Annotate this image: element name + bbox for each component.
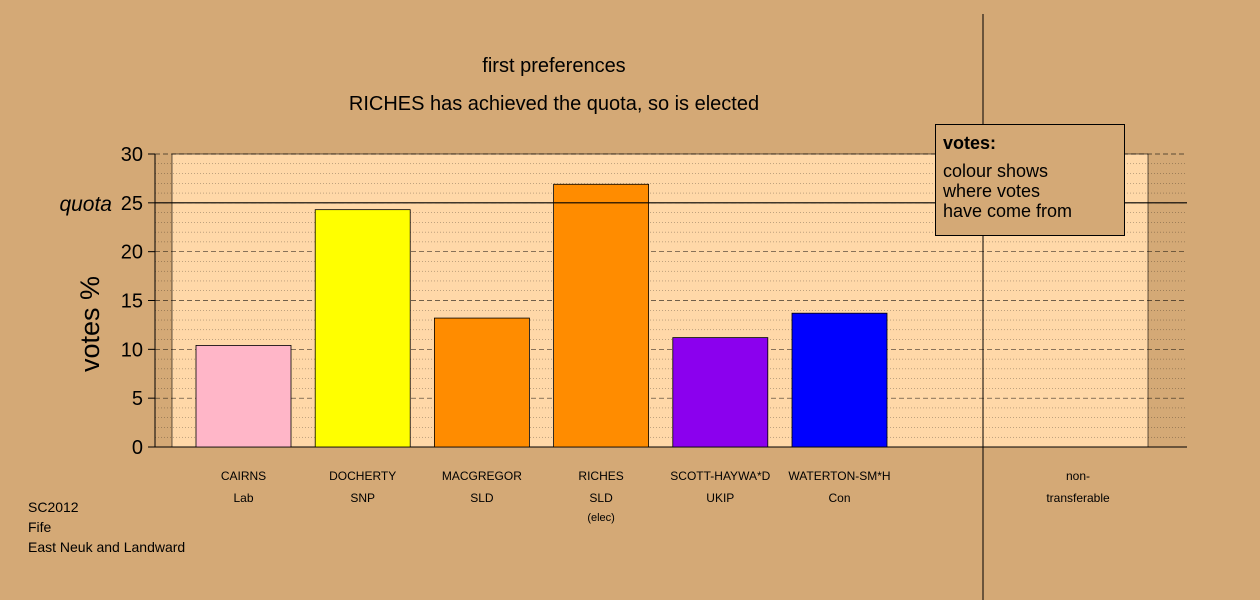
- legend-line-3: have come from: [943, 201, 1073, 221]
- bar: [433, 317, 530, 448]
- y-tick-label: 10: [121, 339, 143, 361]
- footer-council: Fife: [28, 519, 52, 535]
- x-labels: CAIRNS Lab DOCHERTY SNP MACGREGOR SLD RICHES SL…: [221, 469, 891, 524]
- legend-line-1: colour shows: [943, 161, 1049, 181]
- candidate-party-label: SLD: [470, 491, 494, 505]
- bars: [195, 183, 888, 448]
- bar: [553, 183, 649, 448]
- chart-subtitle: RICHES has achieved the quota, so is ele…: [349, 93, 759, 115]
- candidate-name-label: SCOTT-HAYWA*D: [670, 469, 770, 483]
- candidate-party-label: Con: [828, 491, 850, 505]
- y-tick-label: 25: [121, 193, 143, 215]
- nontransferable-label-1: non-: [1066, 469, 1090, 483]
- bar: [672, 337, 769, 448]
- candidate-name-label: CAIRNS: [221, 469, 266, 483]
- candidate-name-label: RICHES: [578, 469, 623, 483]
- candidate-name-label: DOCHERTY: [329, 469, 396, 483]
- candidate-party-label: UKIP: [706, 491, 734, 505]
- chart-title: first preferences: [482, 55, 625, 77]
- legend-box: votes: colour shows where votes have com…: [935, 124, 1125, 236]
- candidate-name-label: WATERTON-SM*H: [788, 469, 890, 483]
- quota-label: quota: [59, 193, 112, 216]
- y-tick-label: 30: [121, 144, 143, 166]
- footer-info: SC2012 Fife East Neuk and Landward: [28, 497, 185, 557]
- candidate-party-label: SNP: [350, 491, 375, 505]
- nontransferable-label-2: transferable: [1046, 491, 1110, 505]
- y-ticks: 0 5 10 15 20 25 30: [121, 144, 155, 459]
- y-tick-label: 0: [132, 437, 143, 459]
- candidate-name-label: MACGREGOR: [442, 469, 522, 483]
- bar: [314, 209, 411, 448]
- footer-ward: East Neuk and Landward: [28, 539, 186, 555]
- legend-line-2: where votes: [943, 181, 1041, 201]
- bar: [791, 312, 888, 448]
- bar: [195, 345, 292, 448]
- y-tick-label: 5: [132, 388, 143, 410]
- y-axis-label: votes %: [75, 276, 105, 372]
- candidate-note-label: (elec): [587, 512, 615, 524]
- y-tick-label: 20: [121, 242, 143, 264]
- y-tick-label: 15: [121, 291, 143, 313]
- footer-election: SC2012: [28, 499, 79, 515]
- candidate-party-label: SLD: [589, 491, 613, 505]
- legend-title: votes:: [943, 133, 997, 153]
- candidate-party-label: Lab: [233, 491, 253, 505]
